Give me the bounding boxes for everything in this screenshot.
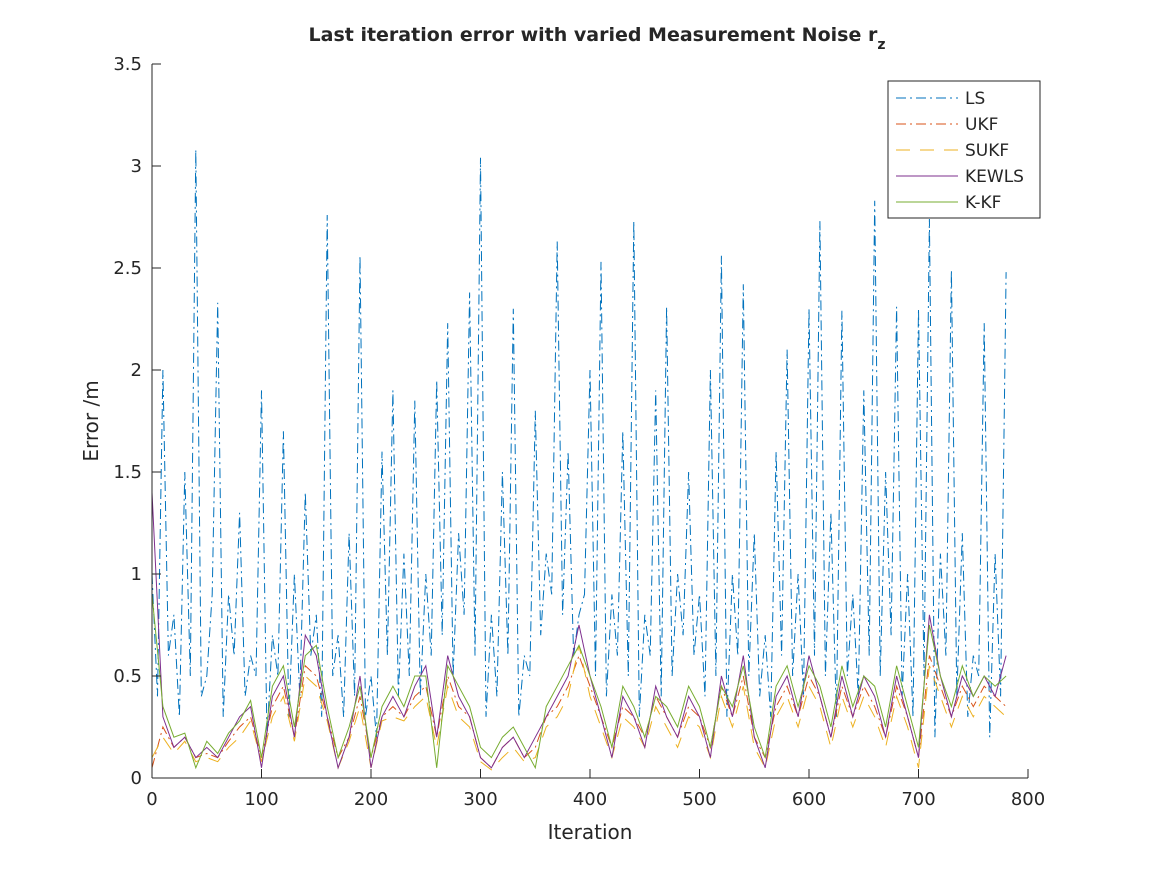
x-tick-label: 600 — [792, 789, 826, 810]
y-tick-label: 3.5 — [113, 54, 142, 75]
y-tick-label: 0.5 — [113, 666, 142, 687]
legend-label-kewls: KEWLS — [965, 167, 1024, 187]
chart-title-main: Last iteration error with varied Measure… — [309, 24, 878, 46]
x-tick-label: 400 — [573, 789, 607, 810]
y-tick-label: 0 — [131, 768, 142, 789]
x-tick-label: 700 — [901, 789, 935, 810]
legend: LS UKF SUKF KEWLS K-KF — [887, 80, 1041, 219]
x-tick-label: 800 — [1011, 789, 1045, 810]
legend-label-k-kf: K-KF — [965, 193, 1001, 213]
y-tick-label: 2 — [131, 360, 142, 381]
chart-title-subscript: z — [877, 37, 885, 53]
x-tick-label: 500 — [682, 789, 716, 810]
series-line-kewls — [151, 492, 1007, 770]
legend-label-ukf: UKF — [965, 115, 998, 135]
axes: 0 100 200 300 400 500 600 700 800 0 0.5 1 1.5 2 2.5 3 3.… — [113, 54, 1045, 810]
plot-area — [151, 149, 1007, 771]
x-tick-label: 0 — [146, 789, 157, 810]
y-tick-label: 1 — [131, 564, 142, 585]
chart-title: Last iteration error with varied Measure… — [309, 24, 886, 53]
legend-label-sukf: SUKF — [965, 141, 1009, 161]
legend-label-ls: LS — [965, 89, 985, 109]
series-line-k-kf — [151, 594, 1007, 770]
y-tick-label: 2.5 — [113, 258, 142, 279]
x-tick-label: 200 — [354, 789, 388, 810]
series-line-ls — [151, 149, 1007, 738]
x-tick-label: 300 — [463, 789, 497, 810]
x-tick-label: 100 — [244, 789, 278, 810]
y-tick-label: 1.5 — [113, 462, 142, 483]
x-axis-label: Iteration — [548, 820, 633, 844]
y-tick-label: 3 — [131, 156, 142, 177]
y-axis-label: Error /m — [79, 380, 103, 461]
legend-box — [887, 80, 1041, 219]
